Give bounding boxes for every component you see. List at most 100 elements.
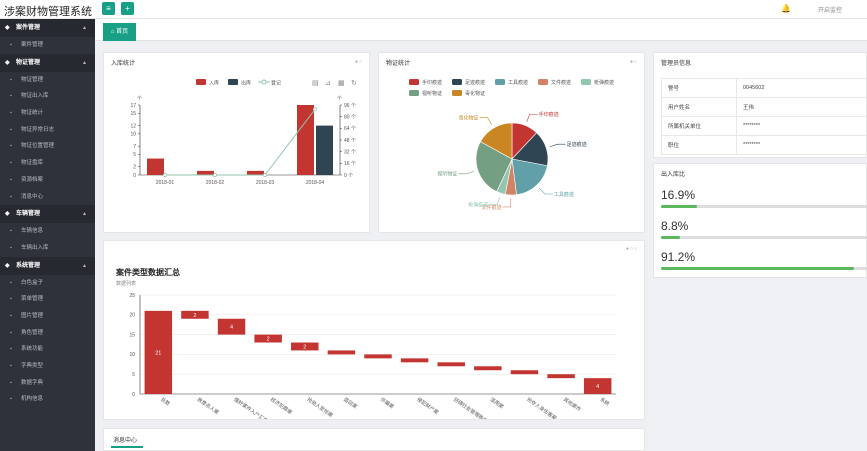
sidebar-item-3-6[interactable]: ▪ 数据字典: [0, 375, 95, 392]
y-tick-right: 80 个: [344, 114, 356, 120]
sidebar-item-1-6[interactable]: ▪ 资源档案: [0, 172, 95, 189]
sidebar-item-3-2[interactable]: ▪ 图片管理: [0, 308, 95, 325]
menu-item-icon: ▪: [10, 279, 12, 286]
bar-in: [297, 105, 314, 175]
x-tick-label: 其他案件: [562, 396, 582, 413]
x-tick-label: 系统: [599, 396, 611, 407]
sidebar-item-label: 物证管理: [21, 76, 44, 83]
inout-ratio-panel: 出入库比 16.9% 8.8% 91.2%: [653, 163, 867, 278]
sidebar-item-label: 机构信息: [21, 396, 44, 403]
caret-icon: ▲: [82, 262, 87, 269]
sidebar-section-1[interactable]: ◆ 物证管理 ▲: [0, 53, 95, 72]
sidebar-item-3-1[interactable]: ▪ 菜单管理: [0, 291, 95, 308]
line-point: [263, 173, 267, 177]
toolbox-icon[interactable]: ▦: [338, 80, 345, 87]
y-tick-label: 15: [129, 332, 135, 338]
inout-stats-panel: 入库统计 ●○ 入库 出库 登记 ▤ ⊿ ▦ ↻ 个 个 0 2 5 7 10 12 15 17 0 个 16 个 3…: [103, 52, 370, 233]
sidebar-item-label: 消息中心: [21, 193, 44, 200]
ratio-bar-fill: [661, 205, 697, 208]
ratio-row: 8.8%: [661, 219, 867, 239]
toolbox-icon[interactable]: ⊿: [325, 80, 331, 87]
admin-value: 0045602: [736, 78, 867, 98]
admin-value: 王伟: [736, 97, 867, 117]
sidebar-item-1-0[interactable]: ▪ 物证管理: [0, 72, 95, 89]
pie-label: 毒化物证: [459, 114, 479, 121]
sidebar-item-1-7[interactable]: ▪ 消息中心: [0, 189, 95, 206]
waterfall-bar: [327, 350, 356, 355]
message-center-panel: 消息中心: [103, 428, 645, 451]
panel-dots-icon[interactable]: ●○: [354, 59, 363, 65]
section-icon: ◆: [5, 25, 10, 31]
y-tick-left: 10: [130, 132, 136, 138]
menu-item-icon: ▪: [10, 193, 12, 200]
sidebar-item-1-1[interactable]: ▪ 物证出入库: [0, 88, 95, 105]
toolbox-icon[interactable]: ▤: [312, 80, 319, 87]
y-tick-right: 96 个: [344, 103, 356, 109]
ratio-bar: [661, 205, 867, 208]
waterfall-bar: [291, 342, 319, 351]
y-axis-right-label: 个: [337, 96, 342, 102]
waterfall-bar: [144, 310, 173, 394]
sidebar-item-1-5[interactable]: ▪ 物证盘库: [0, 155, 95, 172]
sidebar-section-2[interactable]: ◆ 车辆管理 ▲: [0, 205, 95, 224]
sidebar-item-label: 数据字典: [21, 379, 44, 386]
sidebar-item-label: 车辆出入库: [21, 244, 49, 251]
sidebar-item-2-1[interactable]: ▪ 车辆出入库: [0, 240, 95, 257]
legend-swatch: [538, 79, 548, 85]
legend-label: 足迹痕迹: [465, 79, 485, 86]
panel-dots-icon[interactable]: ●○○: [625, 246, 638, 252]
tab-home[interactable]: ⌂ 首页: [103, 23, 136, 41]
sidebar-item-1-3[interactable]: ▪ 物证异常日志: [0, 122, 95, 139]
case-summary-panel: ●○○ 案件类型数据汇总 数据列表 0 5 10 15 20 25 21 总数 2 故意杀人案 4 强奸案…: [103, 240, 645, 420]
x-tick-label: 诈骗案: [379, 396, 395, 410]
sidebar-section-label: 物证管理: [16, 59, 41, 66]
sidebar-item-3-4[interactable]: ▪ 系统功能: [0, 341, 95, 358]
menu-item-icon: ▪: [10, 126, 12, 133]
sidebar-item-1-2[interactable]: ▪ 物证统计: [0, 105, 95, 122]
sidebar-section-3[interactable]: ◆ 系统管理 ▲: [0, 256, 95, 275]
sidebar-item-3-5[interactable]: ▪ 字典类型: [0, 358, 95, 375]
waterfall-bar: [474, 366, 502, 371]
tab-bar: ⌂ 首页: [95, 19, 867, 41]
bar-in: [147, 158, 164, 175]
legend-label: 工具痕迹: [508, 79, 528, 86]
sidebar-section-0[interactable]: ◆ 案件管理 ▲: [0, 19, 95, 37]
x-tick-label: 2018-01: [156, 180, 175, 186]
bell-icon[interactable]: 🔔: [781, 4, 791, 13]
menu-toggle-button[interactable]: ≡: [102, 2, 115, 15]
legend-label: 文件痕迹: [551, 79, 571, 86]
pie-label: 手印痕迹: [539, 111, 559, 118]
tab-home-label: 首页: [116, 29, 129, 35]
legend-swatch: [452, 90, 462, 96]
add-tab-button[interactable]: +: [121, 2, 134, 15]
message-center-underline: [111, 446, 143, 448]
x-tick-label: 总数: [159, 396, 171, 407]
menu-item-icon: ▪: [10, 329, 12, 336]
waterfall-bar: [583, 378, 612, 394]
sidebar-section-label: 车辆管理: [16, 211, 41, 218]
sidebar-item-3-7[interactable]: ▪ 机构信息: [0, 391, 95, 408]
sidebar-item-2-0[interactable]: ▪ 车辆信息: [0, 223, 95, 240]
panel-dots-icon[interactable]: ●○: [629, 59, 638, 65]
bar-out: [316, 125, 333, 175]
y-tick-left: 7: [133, 144, 136, 150]
caret-icon: ▲: [82, 59, 87, 66]
sidebar-item-3-0[interactable]: ▪ 白色盒子: [0, 275, 95, 292]
y-axis-left-label: 个: [137, 96, 142, 102]
menu-item-icon: ▪: [10, 346, 12, 353]
x-tick-label: 滥用案: [489, 396, 505, 410]
menu-item-icon: ▪: [10, 76, 12, 83]
y-tick-left: 2: [133, 165, 136, 171]
sidebar-item-0-0[interactable]: ▪ 案件管理: [0, 37, 95, 54]
sidebar-item-1-4[interactable]: ▪ 物证位置管理: [0, 138, 95, 155]
open-monitor-link[interactable]: 开启监控: [818, 8, 843, 14]
message-center-tab[interactable]: 消息中心: [113, 438, 138, 444]
x-tick-label: 妨碍社会管理秩序案: [452, 396, 493, 419]
x-tick-label: 2018-04: [306, 180, 325, 186]
y-tick-left: 17: [130, 103, 136, 109]
pie-label-line: [502, 198, 512, 208]
evidence-stats-panel: 物证统计 ●○ 手印痕迹 足迹痕迹 工具痕迹 文件痕迹 枪弹痕迹 视听物证 毒化物证 手印痕迹…: [378, 52, 645, 233]
toolbox-icon[interactable]: ↻: [351, 80, 357, 87]
pie-label-line: [549, 143, 566, 147]
sidebar-item-3-3[interactable]: ▪ 角色管理: [0, 325, 95, 342]
